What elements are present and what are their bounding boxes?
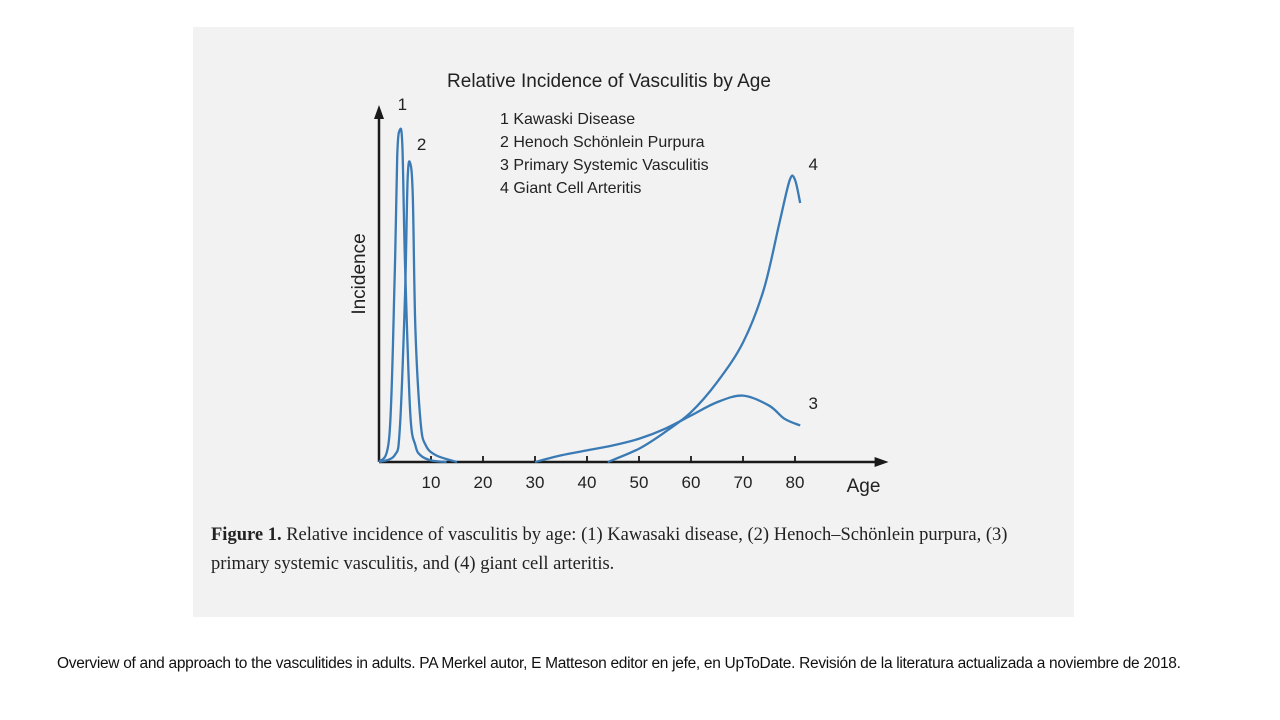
legend-entry: 2 Henoch Schönlein Purpura [500,134,705,151]
x-axis-arrow [874,457,889,467]
y-axis-arrow [374,105,384,119]
series-line-2 [378,160,458,464]
x-tick-label: 40 [578,473,597,492]
x-tick-label: 10 [422,473,441,492]
curve-label: 2 [417,135,426,154]
x-tick-label: 20 [474,473,493,492]
figure-caption-text: Relative incidence of vasculitis by age:… [211,525,1008,574]
figure-caption-prefix: Figure 1. [211,525,282,545]
series-line-3 [534,394,801,464]
legend-entry: 4 Giant Cell Arteritis [500,180,641,197]
curve-label: 1 [398,95,407,114]
curve-label: 3 [808,394,817,413]
series-line-4 [607,174,802,464]
legend-entry: 1 Kawaski Disease [500,111,635,128]
y-axis-label: Incidence [349,233,370,314]
chart-title: Relative Incidence of Vasculitis by Age [447,71,771,92]
x-tick-label: 70 [734,473,753,492]
source-citation: Overview of and approach to the vasculit… [57,655,1181,672]
series-line-1 [377,127,447,464]
curve-label: 4 [808,155,817,174]
x-tick-label: 30 [526,473,545,492]
x-tick-label: 80 [786,473,805,492]
x-tick-label: 50 [630,473,649,492]
legend-entry: 3 Primary Systemic Vasculitis [500,157,709,174]
figure-caption: Figure 1. Relative incidence of vasculit… [211,521,1061,579]
vasculitis-incidence-chart: Relative Incidence of Vasculitis by Age 1… [349,71,889,497]
x-tick-label: 60 [682,473,701,492]
figure-panel: Relative Incidence of Vasculitis by Age 1… [193,27,1074,617]
x-axis-label: Age [847,476,881,497]
